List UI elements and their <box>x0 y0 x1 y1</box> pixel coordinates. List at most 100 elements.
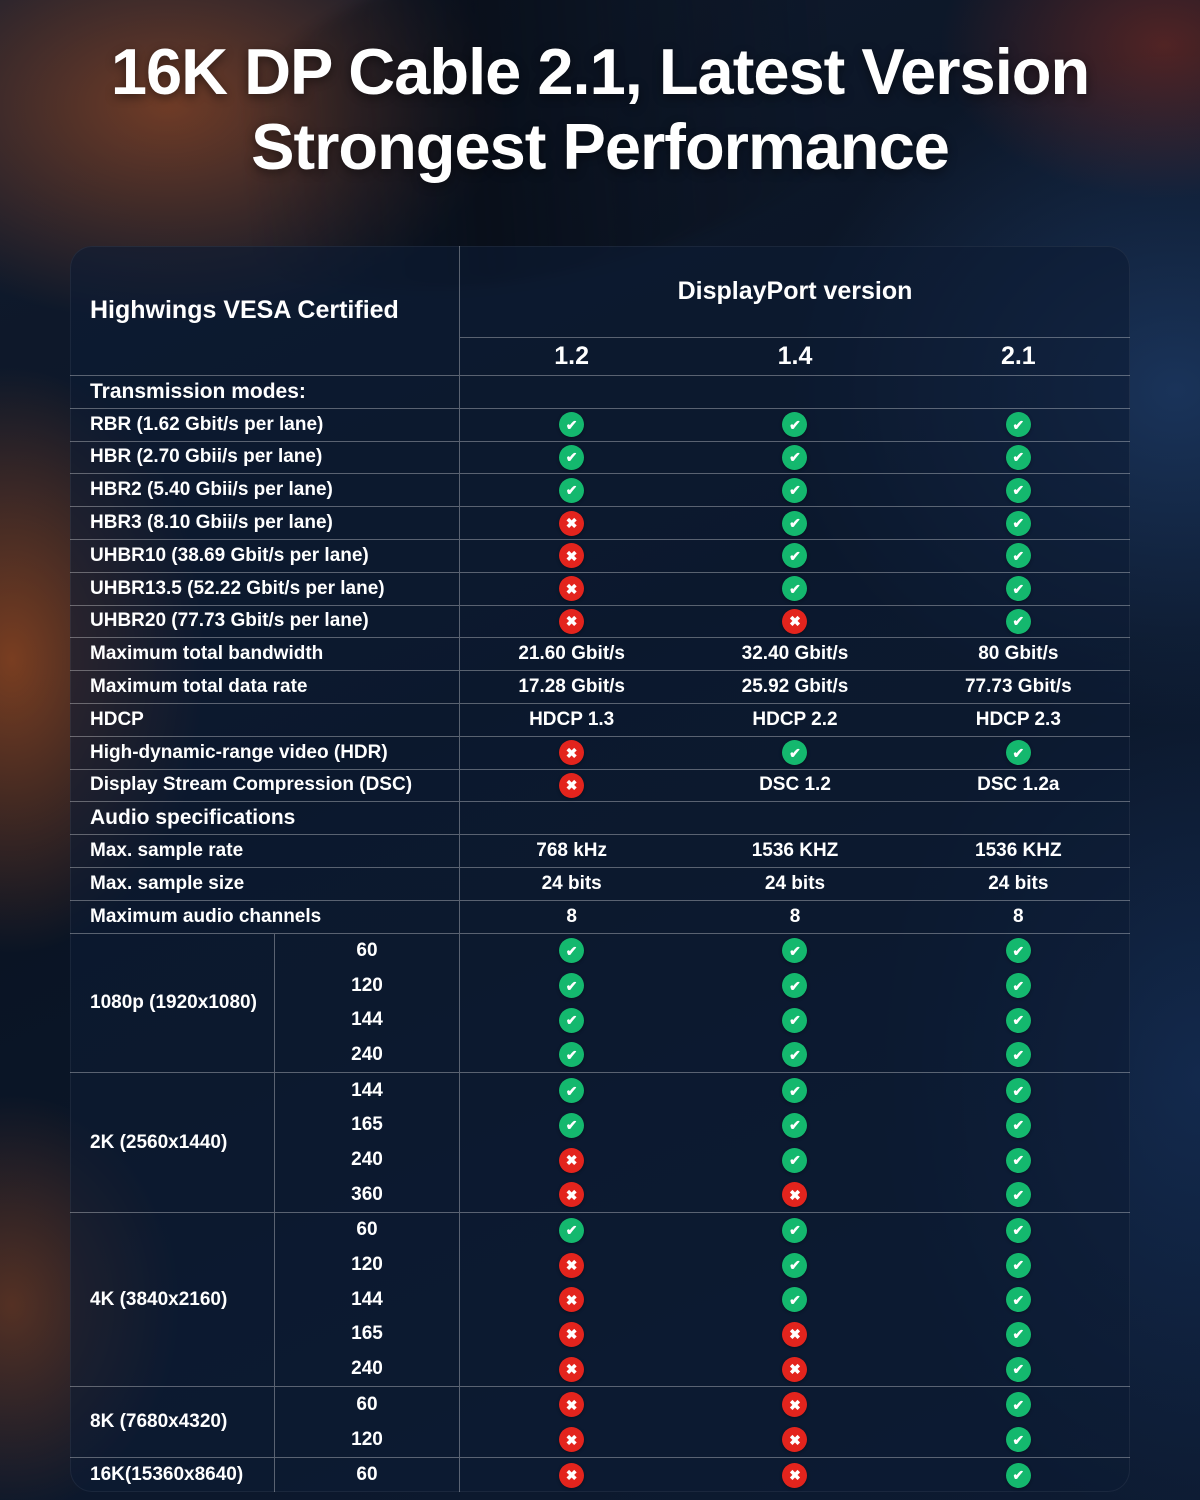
table-row: 120 ✖ ✖ ✔ <box>275 1422 1130 1457</box>
cross-icon: ✖ <box>782 1356 808 1382</box>
value-cell: 80 Gbit/s <box>978 643 1059 665</box>
table-row: HBR3 (8.10 Gbii/s per lane) ✖ ✔ ✔ <box>70 507 1130 540</box>
empty-cell <box>460 802 683 834</box>
table-row: RBR (1.62 Gbit/s per lane) ✔ ✔ ✔ <box>70 408 1130 442</box>
refresh-rate: 144 <box>275 1282 460 1318</box>
cross-icon: ✖ <box>782 608 808 634</box>
check-cell: ✔ <box>907 606 1130 638</box>
refresh-rate: 120 <box>275 968 460 1003</box>
resolution-group: 4K (3840x2160) 60 ✔ ✔ ✔ 120 ✖ ✔ ✔ 144 ✖ ✔ ✔ 165 ✖ ✖ ✔ 240… <box>70 1213 1130 1388</box>
value-cell: 25.92 Gbit/s <box>741 676 849 698</box>
resolution-label: 8K (7680x4320) <box>70 1387 275 1457</box>
table-row: Max. sample size 24 bits 24 bits 24 bits <box>70 867 1130 901</box>
check-icon: ✔ <box>782 1112 808 1138</box>
check-cell: ✔ <box>907 1352 1130 1387</box>
check-cell: ✔ <box>683 573 906 605</box>
table-row: 240 ✖ ✔ ✔ <box>275 1142 1130 1178</box>
row-label: HBR2 (5.40 Gbii/s per lane) <box>70 474 460 507</box>
row-label: UHBR13.5 (52.22 Gbit/s per lane) <box>70 572 460 605</box>
check-icon: ✔ <box>559 1078 585 1104</box>
section-row: Audio specifications <box>70 802 1130 836</box>
cross-icon: ✖ <box>782 1321 808 1347</box>
value-cell: 24 bits <box>541 872 602 894</box>
check-cell: ✔ <box>907 1073 1130 1108</box>
cross-icon: ✖ <box>559 740 585 766</box>
value-cell: HDCP 2.3 <box>975 708 1061 730</box>
check-cell: ✔ <box>460 968 683 1003</box>
cross-cell: ✖ <box>683 1422 906 1457</box>
check-cell: ✔ <box>907 737 1130 769</box>
check-cell: ✔ <box>683 1038 906 1073</box>
check-cell: ✔ <box>907 1108 1130 1143</box>
check-cell: ✔ <box>907 934 1130 969</box>
table-row: Maximum total data rate 17.28 Gbit/s 25.92… <box>70 671 1130 704</box>
row-label: HBR3 (8.10 Gbii/s per lane) <box>70 507 460 539</box>
cross-icon: ✖ <box>559 1147 585 1173</box>
resolution-group: 1080p (1920x1080) 60 ✔ ✔ ✔ 120 ✔ ✔ ✔ 144 ✔ ✔ ✔ 240 ✔ ✔ ✔ <box>70 933 1130 1074</box>
section-title: Transmission modes: <box>70 376 460 408</box>
check-cell: ✔ <box>460 474 683 506</box>
table-row: 360 ✖ ✖ ✔ <box>275 1177 1130 1213</box>
check-icon: ✔ <box>782 444 808 470</box>
table-row: 240 ✔ ✔ ✔ <box>275 1037 1130 1073</box>
empty-cell <box>907 376 1130 408</box>
spec-rows: Transmission modes: RBR (1.62 Gbit/s per … <box>70 376 1130 934</box>
column-header-1-4: 1.4 <box>777 342 813 370</box>
check-cell: ✔ <box>460 409 683 441</box>
resolution-label: 2K (2560x1440) <box>70 1073 275 1213</box>
row-label: RBR (1.62 Gbit/s per lane) <box>70 408 460 441</box>
table-row: 144 ✖ ✔ ✔ <box>275 1282 1130 1318</box>
table-row: UHBR20 (77.73 Gbit/s per lane) ✖ ✖ ✔ <box>70 605 1130 639</box>
cross-icon: ✖ <box>782 1182 808 1208</box>
check-cell: ✔ <box>683 1213 906 1248</box>
value-cell: HDCP 2.2 <box>752 708 838 730</box>
cross-cell: ✖ <box>460 606 683 638</box>
check-icon: ✔ <box>782 1042 808 1068</box>
refresh-rate: 60 <box>275 1213 460 1248</box>
page-title: 16K DP Cable 2.1, Latest Version Stronge… <box>0 34 1200 185</box>
row-label: Display Stream Compression (DSC) <box>70 769 460 802</box>
cross-icon: ✖ <box>559 1287 585 1313</box>
table-row: 60 ✖ ✖ ✔ <box>275 1387 1130 1423</box>
check-cell: ✔ <box>683 409 906 441</box>
check-icon: ✔ <box>559 1217 585 1243</box>
section-title: Audio specifications <box>70 802 460 835</box>
right-header: DisplayPort version 1.2 1.4 2.1 <box>460 246 1130 375</box>
check-cell: ✔ <box>683 934 906 969</box>
check-cell: ✔ <box>460 1073 683 1108</box>
check-icon: ✔ <box>1005 1042 1031 1068</box>
cross-icon: ✖ <box>559 543 585 569</box>
check-icon: ✔ <box>782 576 808 602</box>
cross-icon: ✖ <box>782 1427 808 1453</box>
cross-cell: ✖ <box>460 1177 683 1212</box>
table-row: 240 ✖ ✖ ✔ <box>275 1351 1130 1387</box>
value-cell: 1536 KHZ <box>751 840 839 862</box>
value-cell: 77.73 Gbit/s <box>964 676 1072 698</box>
check-icon: ✔ <box>559 412 585 438</box>
check-icon: ✔ <box>782 1147 808 1173</box>
table-row: High-dynamic-range video (HDR) ✖ ✔ ✔ <box>70 736 1130 770</box>
check-cell: ✔ <box>460 1108 683 1143</box>
check-icon: ✔ <box>1005 1182 1031 1208</box>
cross-icon: ✖ <box>559 608 585 634</box>
table-row: Maximum total bandwidth 21.60 Gbit/s 32.40… <box>70 638 1130 672</box>
check-icon: ✔ <box>1005 1147 1031 1173</box>
check-cell: ✔ <box>907 968 1130 1003</box>
check-cell: ✔ <box>907 1143 1130 1178</box>
table-row: 60 ✔ ✔ ✔ <box>275 933 1130 969</box>
cross-cell: ✖ <box>460 1282 683 1317</box>
cross-icon: ✖ <box>782 1462 808 1488</box>
check-icon: ✔ <box>1005 1462 1031 1488</box>
cross-cell: ✖ <box>683 606 906 638</box>
value-cell: 1536 KHZ <box>975 840 1062 862</box>
value-cell: 17.28 Gbit/s <box>518 676 625 698</box>
check-icon: ✔ <box>1005 1112 1031 1138</box>
check-cell: ✔ <box>460 934 683 969</box>
check-cell: ✔ <box>907 1317 1130 1352</box>
check-icon: ✔ <box>1005 576 1031 602</box>
check-icon: ✔ <box>1005 608 1031 634</box>
row-label: Max. sample rate <box>70 835 460 867</box>
check-icon: ✔ <box>782 510 808 536</box>
resolution-rows: 60 ✔ ✔ ✔ 120 ✖ ✔ ✔ 144 ✖ ✔ ✔ 165 ✖ ✖ ✔ 240 ✖ ✖ ✔ <box>275 1213 1130 1387</box>
